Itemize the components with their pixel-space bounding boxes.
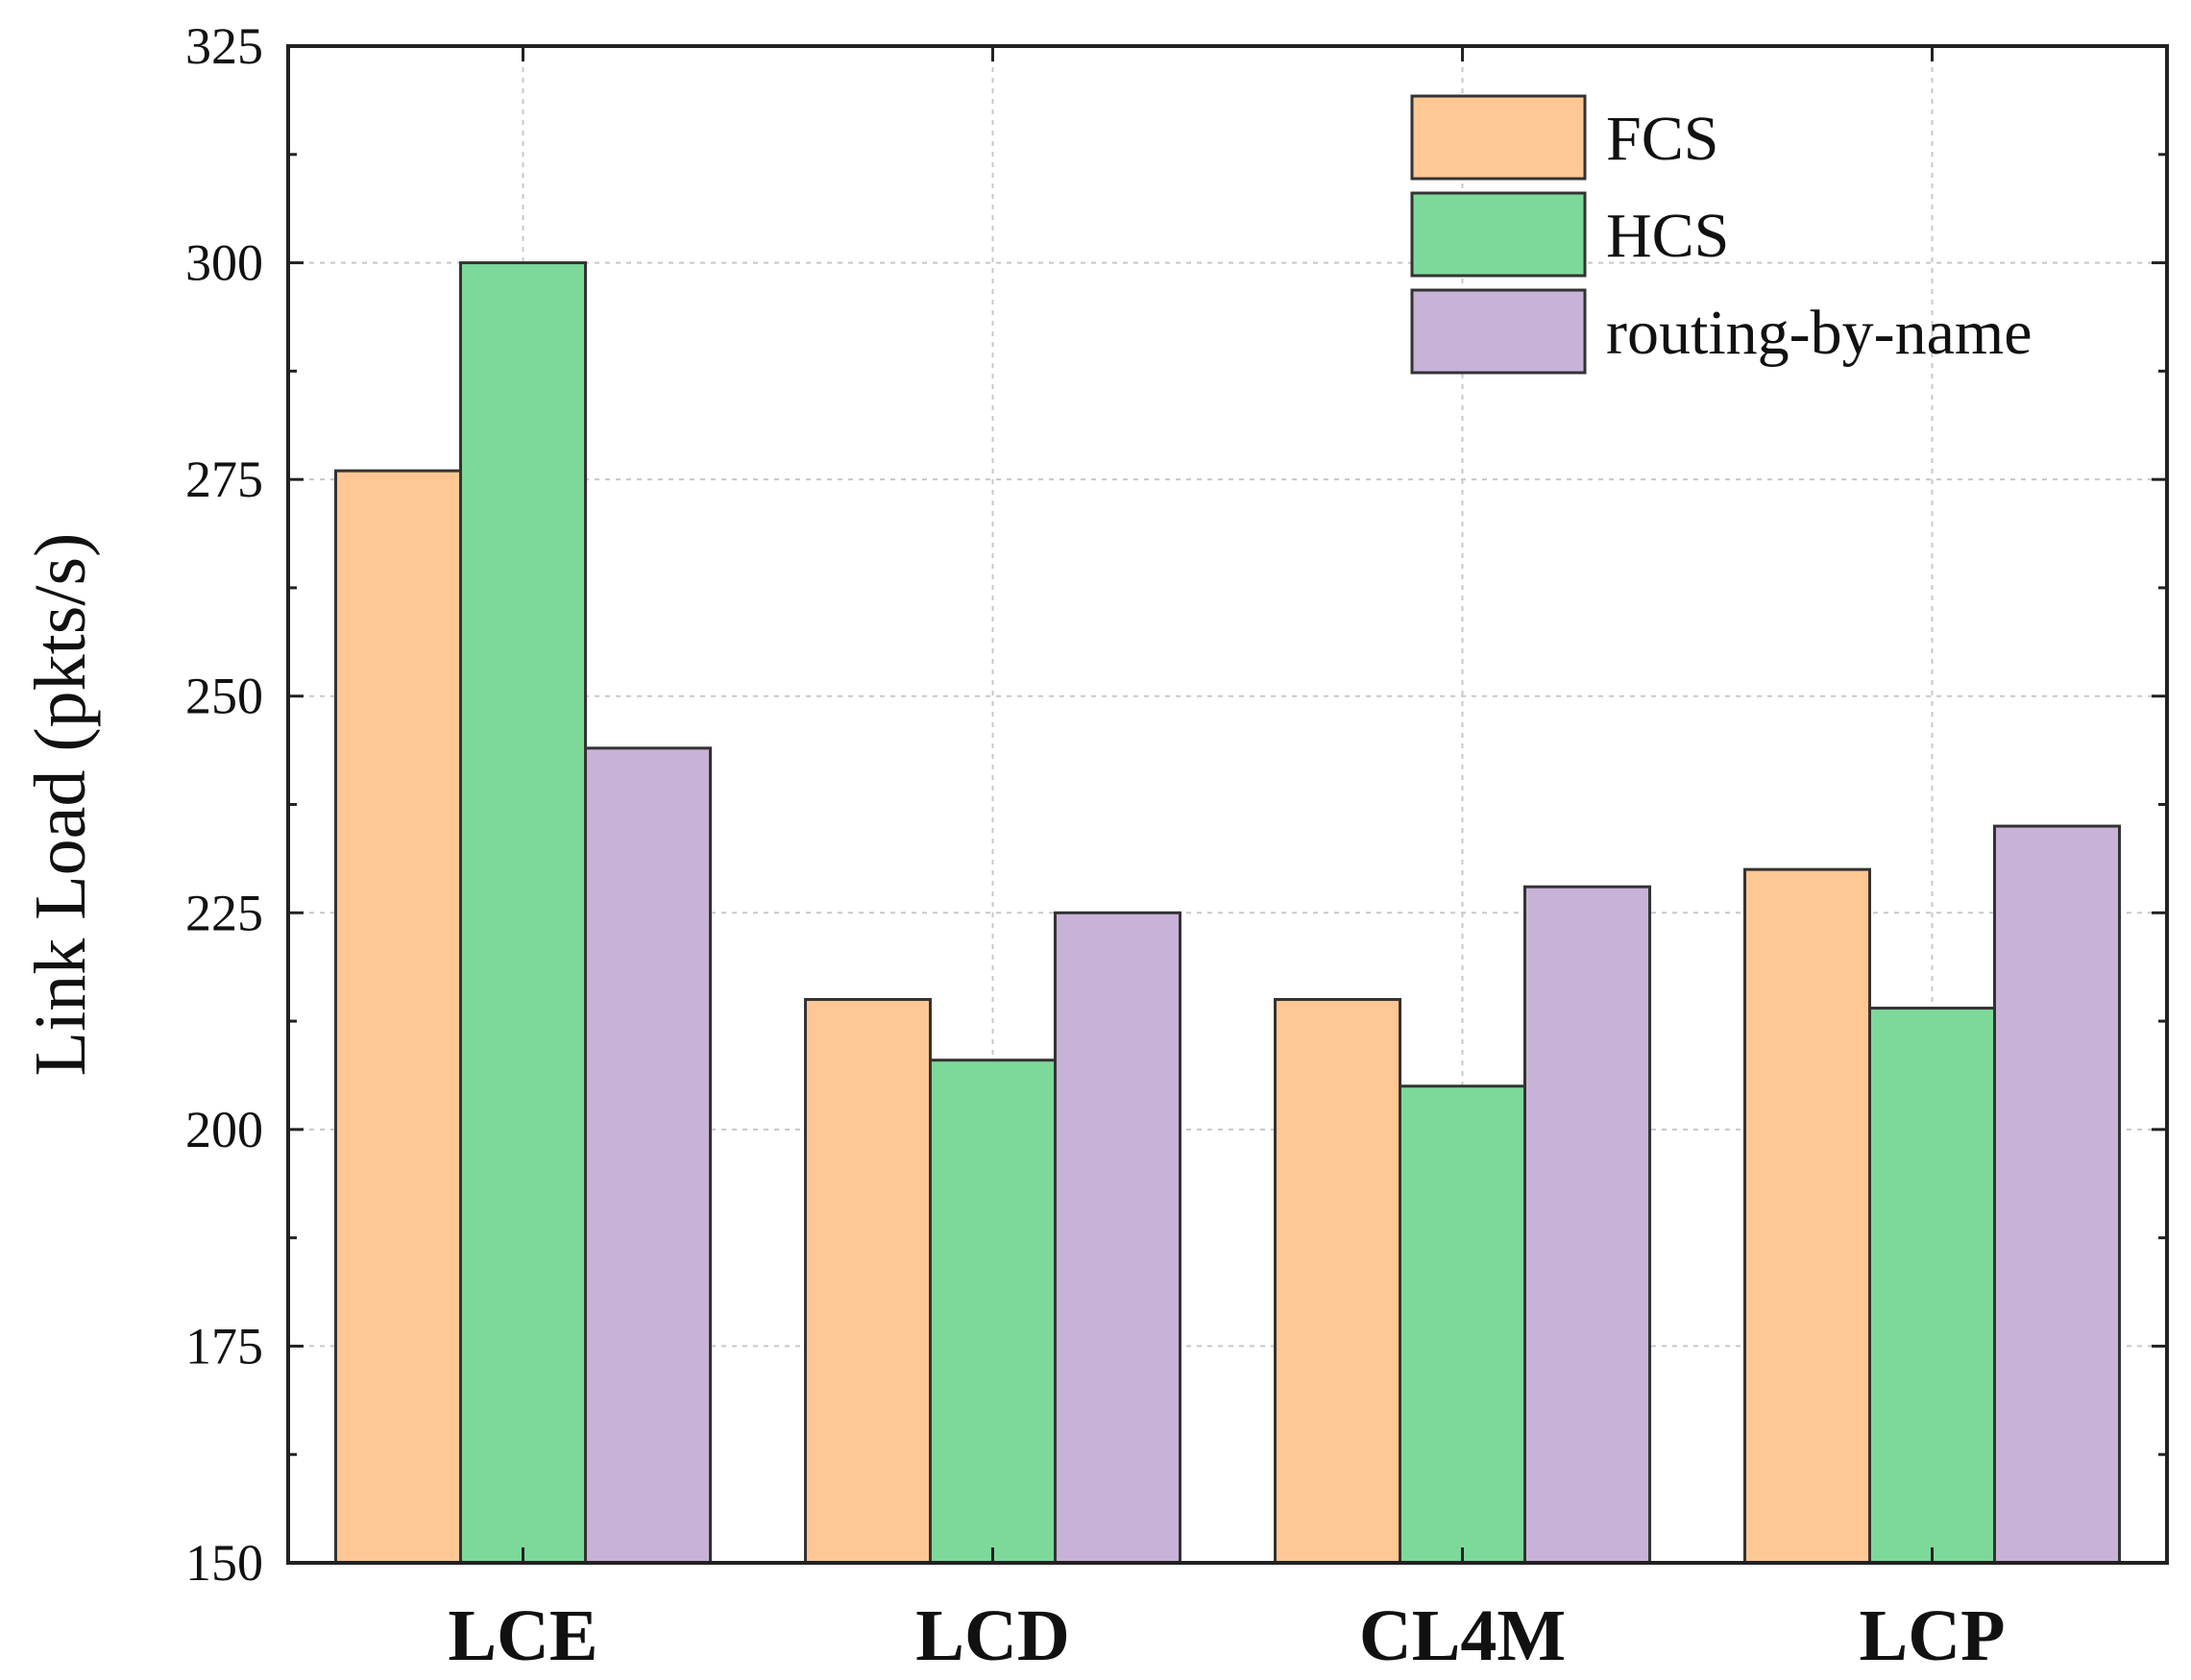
legend-swatch-hcs [1410,191,1587,278]
y-tick-label: 225 [185,884,263,941]
y-tick-label: 325 [185,17,263,75]
bar-fcs-lcd [804,998,932,1565]
y-tick-label: 300 [185,234,263,292]
y-tick-label: 275 [185,450,263,508]
legend-label-routing-by-name: routing-by-name [1606,298,2033,368]
bar-fcs-cl4m [1274,998,1401,1565]
legend-label-fcs: FCS [1606,104,1718,174]
x-category-label: LCD [915,1595,1069,1676]
x-category-label: LCE [448,1595,597,1676]
x-category-label: CL4M [1359,1595,1566,1676]
legend: FCS HCS routing-by-name [1410,94,2033,375]
bar-hcs-lce [459,261,587,1565]
x-axis-labels: LCE LCD CL4M LCP [448,1595,2005,1676]
y-tick-label: 175 [185,1317,263,1375]
bars [334,261,2121,1565]
y-axis-title: Link Load (pkts/s) [20,533,101,1077]
y-tick-label: 250 [185,668,263,725]
bar-routing-by-name-lcd [1054,911,1181,1565]
bar-fcs-lce [334,469,462,1565]
legend-swatch-routing-by-name [1410,288,1587,375]
y-axis-ticks: 150 175 200 225 250 275 300 325 [185,17,2167,1592]
bar-routing-by-name-cl4m [1523,885,1651,1565]
bar-routing-by-name-lce [584,746,712,1565]
bar-hcs-cl4m [1399,1084,1526,1565]
bar-routing-by-name-lcp [1993,824,2121,1565]
x-category-label: LCP [1860,1595,2006,1676]
bar-hcs-lcp [1868,1007,1996,1565]
legend-swatch-fcs [1410,94,1587,181]
bar-fcs-lcp [1743,867,1871,1565]
bar-hcs-lcd [929,1059,1057,1565]
y-tick-label: 150 [185,1534,263,1592]
legend-label-hcs: HCS [1606,201,1729,271]
y-tick-label: 200 [185,1101,263,1158]
